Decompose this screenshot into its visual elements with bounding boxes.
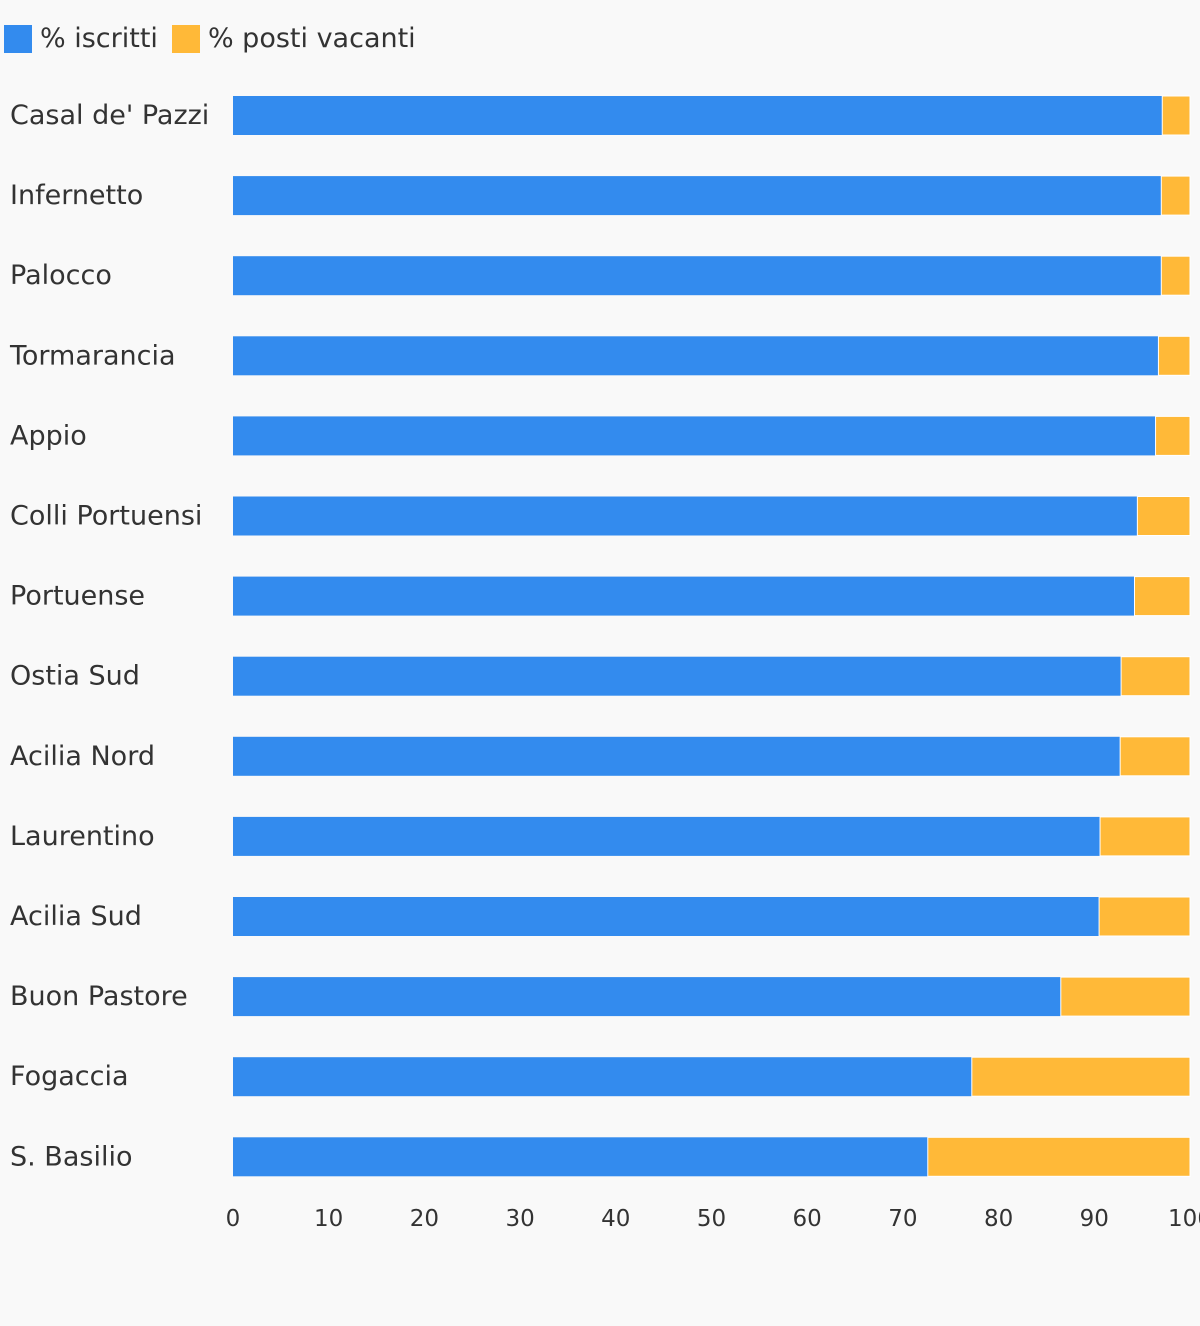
- bar-iscritti-palocco[interactable]: [233, 256, 1162, 296]
- x-tick-label-0: 0: [226, 1206, 241, 1232]
- legend-item-posti-vacanti[interactable]: % posti vacanti: [171, 23, 416, 54]
- bar-posti-vacanti-portuense[interactable]: [1133, 576, 1191, 617]
- bar-iscritti-buon-pastore[interactable]: [233, 977, 1061, 1017]
- x-tick-label-100: 100: [1168, 1206, 1200, 1232]
- bar-posti-vacanti-casal-de-pazzi[interactable]: [1161, 95, 1191, 136]
- category-label-portuense: Portuense: [10, 581, 145, 612]
- category-label-palocco: Palocco: [10, 260, 112, 291]
- category-label-acilia-sud: Acilia Sud: [10, 901, 142, 932]
- bar-iscritti-acilia-nord[interactable]: [233, 736, 1121, 776]
- bar-iscritti-portuense[interactable]: [233, 576, 1135, 616]
- bar-iscritti-appio[interactable]: [233, 416, 1156, 456]
- x-tick-label-10: 10: [314, 1206, 343, 1232]
- bar-iscritti-ostia-sud[interactable]: [233, 656, 1122, 696]
- category-label-laurentino: Laurentino: [10, 821, 155, 852]
- legend-item-iscritti[interactable]: % iscritti: [4, 24, 158, 54]
- chart-legend: % iscritti % posti vacanti: [4, 24, 430, 54]
- category-label-appio: Appio: [10, 420, 87, 451]
- x-axis-tick-labels: 0 10 20 30 40 50 60 70 80 90 100: [226, 1206, 1200, 1232]
- bar-posti-vacanti-acilia-nord[interactable]: [1119, 736, 1191, 777]
- bar-posti-vacanti-laurentino[interactable]: [1099, 816, 1191, 857]
- x-tick-label-80: 80: [984, 1206, 1013, 1232]
- bar-posti-vacanti-fogaccia[interactable]: [971, 1056, 1191, 1097]
- x-tick-label-70: 70: [888, 1206, 917, 1232]
- bar-iscritti-acilia-sud[interactable]: [233, 897, 1100, 936]
- category-labels: Casal de' Pazzi Infernetto Palocco Tormaran…: [9, 100, 209, 1172]
- category-label-acilia-nord: Acilia Nord: [10, 741, 155, 772]
- bar-iscritti-s-basilio[interactable]: [233, 1137, 928, 1177]
- bar-posti-vacanti-appio[interactable]: [1155, 415, 1191, 456]
- bar-posti-vacanti-acilia-sud[interactable]: [1098, 896, 1191, 937]
- bar-iscritti-infernetto[interactable]: [233, 176, 1162, 216]
- category-label-infernetto: Infernetto: [10, 180, 143, 211]
- bar-iscritti-laurentino[interactable]: [233, 816, 1101, 856]
- category-label-colli-portuensi: Colli Portuensi: [10, 501, 202, 532]
- bar-posti-vacanti-ostia-sud[interactable]: [1120, 656, 1191, 697]
- x-tick-label-50: 50: [697, 1206, 726, 1232]
- legend-swatch-posti-vacanti: [171, 25, 200, 53]
- legend-swatch-iscritti: [4, 25, 32, 53]
- legend-label-iscritti: % iscritti: [40, 23, 158, 54]
- category-label-tormarancia: Tormarancia: [9, 340, 176, 371]
- legend-label-posti-vacanti: % posti vacanti: [207, 23, 416, 54]
- x-tick-label-90: 90: [1080, 1206, 1109, 1232]
- x-tick-label-20: 20: [410, 1206, 439, 1232]
- bar-posti-vacanti-buon-pastore[interactable]: [1060, 976, 1191, 1017]
- bar-posti-vacanti-tormarancia[interactable]: [1157, 335, 1191, 376]
- bar-posti-vacanti-infernetto[interactable]: [1160, 175, 1191, 216]
- x-tick-label-60: 60: [793, 1206, 822, 1232]
- category-label-ostia-sud: Ostia Sud: [10, 661, 140, 692]
- bar-iscritti-fogaccia[interactable]: [233, 1057, 972, 1097]
- bar-iscritti-tormarancia[interactable]: [233, 336, 1159, 376]
- bars-layer: [233, 95, 1191, 1177]
- category-label-s-basilio: S. Basilio: [10, 1141, 132, 1172]
- category-label-buon-pastore: Buon Pastore: [10, 981, 188, 1012]
- bar-posti-vacanti-palocco[interactable]: [1160, 255, 1191, 296]
- x-tick-label-40: 40: [601, 1206, 630, 1232]
- category-label-casal-de-pazzi: Casal de' Pazzi: [10, 100, 209, 131]
- bar-iscritti-colli-portuensi[interactable]: [233, 496, 1138, 536]
- bar-iscritti-casal-de-pazzi[interactable]: [233, 96, 1163, 135]
- category-label-fogaccia: Fogaccia: [10, 1061, 129, 1092]
- bar-posti-vacanti-colli-portuensi[interactable]: [1136, 496, 1191, 536]
- x-tick-label-30: 30: [505, 1206, 534, 1232]
- bar-posti-vacanti-s-basilio[interactable]: [927, 1136, 1191, 1177]
